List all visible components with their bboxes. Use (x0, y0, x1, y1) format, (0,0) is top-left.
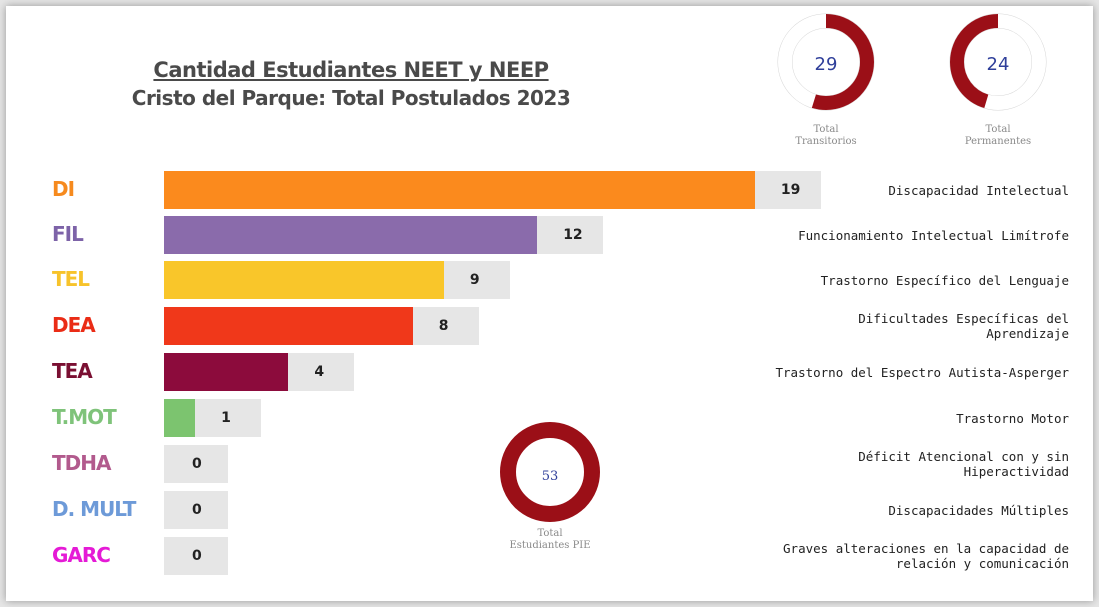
data-label: 1 (221, 410, 231, 426)
data-label: 19 (780, 182, 801, 198)
data-label: 9 (469, 272, 480, 288)
donut-transitorios-label-2: Transitorios (795, 136, 857, 147)
donut-transitorios-svg: 29 (777, 13, 875, 111)
value-box (164, 537, 228, 575)
bar (164, 399, 196, 437)
bar (164, 353, 289, 391)
value-box (537, 216, 604, 254)
bar (164, 261, 444, 299)
category-description-line: Hiperactividad (963, 464, 1069, 479)
value-box (443, 261, 510, 299)
donut-permanentes-label-2: Permanentes (964, 136, 1032, 147)
data-label: 0 (192, 548, 202, 564)
bar (164, 216, 538, 254)
category-description-line: Dificultades Específicas del (858, 311, 1069, 326)
category-description: Funcionamiento Intelectual Limítrofe (729, 228, 1069, 243)
chart-subtitle: Cristo del Parque: Total Postulados 2023 (131, 86, 571, 110)
donut-total-svg: 53 (500, 422, 600, 522)
value-box (164, 445, 228, 483)
donut-permanentes-label-1: Total (985, 124, 1011, 135)
category-description: Graves alteraciones en la capacidad de re… (729, 541, 1069, 571)
category-description-line: relación y comunicación (895, 556, 1069, 571)
value-box (288, 353, 355, 391)
category-description: Discapacidades Múltiples (729, 503, 1069, 518)
category-description: Déficit Atencional con y sin Hiperactivid… (729, 449, 1069, 479)
category-label: DEA (52, 313, 96, 337)
category-description-line: Trastorno Motor (956, 410, 1069, 426)
donut-total-arc (500, 422, 600, 522)
category-description-line: Discapacidad Intelectual (888, 182, 1069, 198)
donut-permanentes-arc (950, 14, 1046, 110)
category-label: T.MOT (52, 405, 117, 429)
category-description-line: Discapacidades Múltiples (888, 502, 1069, 518)
donut-permanentes-label: Total Permanentes (938, 124, 1058, 148)
data-label: 0 (192, 502, 202, 518)
data-label: 12 (563, 227, 583, 243)
category-description-line: Graves alteraciones en la capacidad de (783, 541, 1069, 556)
category-description: Trastorno Específico del Lenguaje (729, 273, 1069, 288)
donut-transitorios-label: Total Transitorios (766, 124, 886, 148)
donut-total-label-2: Estudiantes PIE (509, 540, 591, 551)
category-description: Dificultades Específicas del Aprendizaje (729, 311, 1069, 341)
category-label: GARC (52, 543, 111, 567)
data-label: 0 (192, 456, 202, 472)
category-description-line: Trastorno del Espectro Autista-Asperger (775, 364, 1070, 380)
donut-transitorios-value: 29 (815, 54, 838, 75)
donut-total: 53 (496, 418, 604, 526)
category-description-line: Funcionamiento Intelectual Limítrofe (798, 227, 1069, 243)
category-label: DI (52, 177, 75, 201)
value-box (195, 399, 262, 437)
donut-permanentes-svg: 24 (949, 13, 1047, 111)
chart-title: Cantidad Estudiantes NEET y NEEP (153, 58, 549, 82)
donut-total-value: 53 (542, 469, 559, 484)
category-description-line: Trastorno Específico del Lenguaje (820, 272, 1069, 288)
title-block: Cantidad Estudiantes NEET y NEEP Cristo … (116, 58, 586, 110)
donut-total-label-1: Total (537, 528, 563, 539)
category-description: Trastorno del Espectro Autista-Asperger (729, 364, 1070, 380)
bar (164, 307, 413, 345)
category-description: Trastorno Motor (729, 411, 1069, 426)
category-description: Discapacidad Intelectual (729, 183, 1069, 198)
value-box (164, 491, 228, 529)
category-label: D. MULT (52, 497, 136, 521)
data-label: 4 (314, 364, 325, 380)
value-box (412, 307, 479, 345)
donut-transitorios-label-1: Total (813, 124, 839, 135)
donut-permanentes: 24 (946, 10, 1050, 114)
category-label: TDHA (52, 451, 111, 475)
donut-transitorios: 29 (774, 10, 878, 114)
donut-transitorios-arc (778, 14, 874, 110)
data-label: 8 (438, 318, 449, 334)
donut-total-label: Total Estudiantes PIE (490, 528, 610, 552)
category-label: FIL (52, 222, 84, 246)
chart-card: Cantidad Estudiantes NEET y NEEP Cristo … (6, 6, 1093, 601)
category-description-line: Déficit Atencional con y sin (858, 449, 1069, 464)
value-box (754, 171, 821, 209)
category-description-line: Aprendizaje (986, 326, 1069, 341)
category-label: TEA (52, 359, 93, 383)
category-label: TEL (52, 267, 90, 291)
bar (164, 171, 755, 209)
donut-permanentes-value: 24 (987, 54, 1010, 75)
